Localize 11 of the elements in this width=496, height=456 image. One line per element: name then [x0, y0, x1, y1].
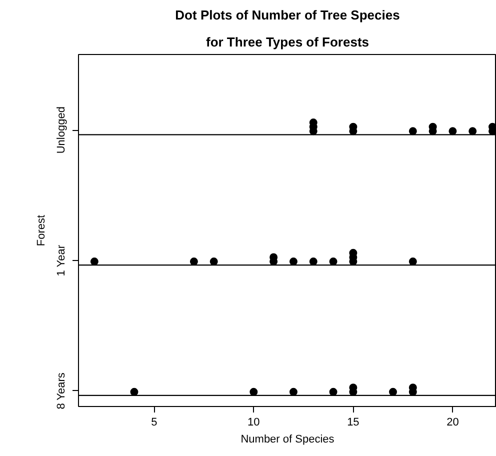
x-tick-label: 10 — [248, 416, 260, 428]
y-tick-label: 1 Year — [56, 244, 68, 276]
chart-subtitle: for Three Types of Forests — [206, 34, 370, 50]
chart-title: Dot Plots of Number of Tree Species — [175, 8, 400, 22]
x-tick-label: 15 — [347, 416, 360, 428]
y-tick-label: 8 Years — [56, 372, 68, 410]
x-axis-title: Number of Species — [240, 434, 335, 446]
y-axis-title: Forest — [36, 214, 48, 246]
y-tick-label: Unlogged — [56, 106, 68, 154]
x-tick-label: 5 — [151, 416, 158, 428]
x-tick-label: 20 — [446, 416, 459, 428]
